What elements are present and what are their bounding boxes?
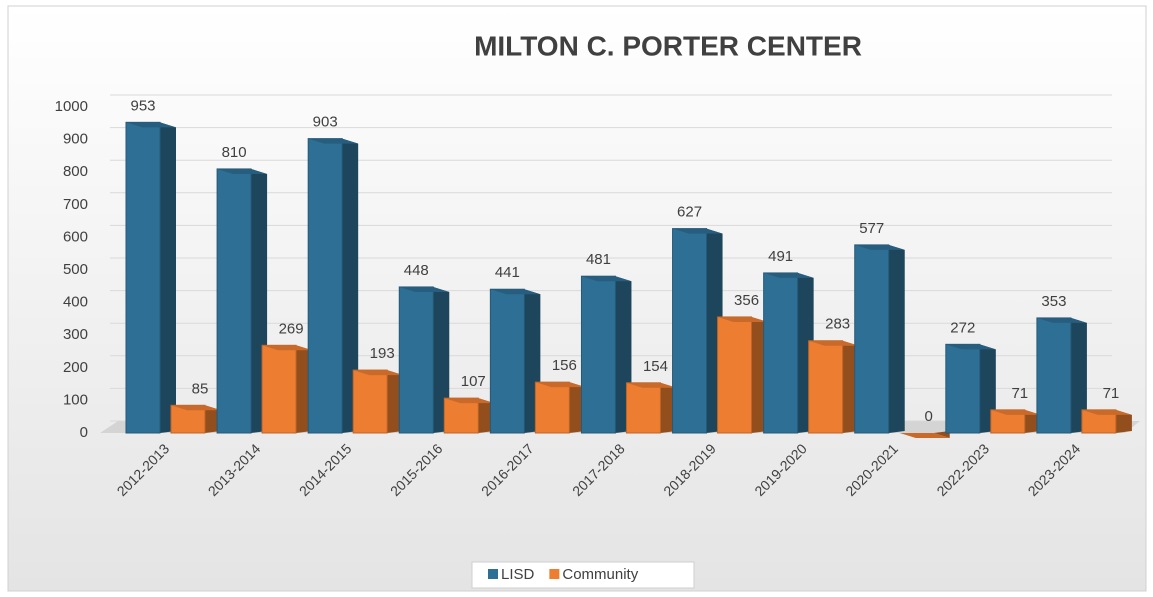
- bar-top: [217, 168, 268, 174]
- value-label: 193: [370, 345, 395, 362]
- bar-top: [626, 382, 677, 388]
- chart-title: MILTON C. PORTER CENTER: [474, 30, 862, 61]
- value-label: 71: [1103, 385, 1120, 402]
- legend-label: Community: [562, 566, 638, 583]
- bar-top: [399, 286, 450, 292]
- value-label: 0: [925, 408, 933, 425]
- value-label: 491: [768, 248, 793, 265]
- y-tick-label: 500: [63, 261, 88, 278]
- bar-top: [808, 340, 859, 346]
- bar-top: [490, 289, 541, 295]
- bar: [489, 288, 525, 434]
- bar-top: [763, 272, 814, 278]
- bar: [1036, 317, 1072, 434]
- bar-top: [945, 344, 996, 350]
- bar: [672, 228, 708, 434]
- bar-side: [433, 286, 450, 433]
- bar-top: [854, 244, 905, 250]
- value-label: 269: [279, 320, 304, 337]
- value-label: 85: [192, 380, 209, 397]
- bar-side: [160, 122, 176, 434]
- y-tick-label: 600: [63, 228, 88, 245]
- bar-side: [1070, 317, 1087, 433]
- bar: [717, 316, 753, 434]
- value-label: 953: [130, 97, 155, 114]
- bar: [534, 381, 570, 434]
- y-tick-label: 800: [63, 163, 88, 180]
- legend-box: [471, 561, 695, 589]
- value-label: 448: [404, 262, 429, 279]
- bar-top: [308, 138, 359, 144]
- value-label: 810: [222, 144, 247, 161]
- legend-swatch: [488, 569, 498, 579]
- legend-swatch: [549, 569, 560, 579]
- bar: [854, 244, 890, 434]
- bar: [125, 121, 161, 434]
- chart-area: [7, 5, 1147, 592]
- bar-side: [342, 138, 359, 433]
- bar: [625, 382, 661, 434]
- bar-top: [717, 316, 768, 322]
- y-tick-label: 0: [80, 424, 88, 441]
- value-label: 577: [859, 220, 884, 237]
- value-label: 156: [552, 357, 577, 374]
- bar: [443, 397, 479, 434]
- value-label: 107: [461, 373, 486, 390]
- bar-top: [672, 228, 723, 234]
- bar: [216, 168, 252, 434]
- y-tick-label: 400: [63, 294, 88, 311]
- bar: [307, 138, 343, 434]
- bar-top: [899, 433, 950, 438]
- bar-top: [581, 276, 632, 282]
- y-tick-label: 200: [63, 359, 88, 376]
- value-label: 272: [950, 319, 975, 336]
- bar: [352, 369, 388, 434]
- legend-label: LISD: [501, 566, 535, 583]
- value-label: 903: [313, 114, 338, 131]
- bar-top: [262, 345, 313, 351]
- y-tick-label: 900: [63, 131, 88, 148]
- bar-top: [535, 382, 586, 388]
- value-label: 71: [1011, 385, 1028, 402]
- bar-top: [1081, 409, 1132, 415]
- bar: [808, 340, 844, 434]
- value-label: 441: [495, 264, 520, 281]
- bar-top: [353, 370, 404, 376]
- value-label: 154: [643, 358, 668, 375]
- bar-top: [171, 405, 221, 411]
- bar-top: [1036, 317, 1087, 323]
- y-tick-label: 300: [63, 326, 88, 343]
- value-label: 481: [586, 251, 611, 268]
- value-label: 353: [1041, 293, 1066, 310]
- value-label: 356: [734, 292, 759, 309]
- bar: [763, 272, 799, 434]
- y-tick-label: 1000: [55, 98, 88, 115]
- bar-top: [126, 122, 176, 128]
- bar-side: [888, 244, 905, 433]
- bar: [398, 286, 434, 434]
- bar: [261, 344, 297, 434]
- bar-side: [1115, 409, 1132, 433]
- bar-top: [990, 409, 1041, 415]
- value-label: 627: [677, 204, 702, 221]
- bar-top: [444, 398, 495, 404]
- y-tick-label: 700: [63, 196, 88, 213]
- bar: [945, 343, 981, 434]
- bar: [580, 275, 616, 434]
- y-tick-label: 100: [63, 391, 88, 408]
- value-label: 283: [825, 316, 850, 333]
